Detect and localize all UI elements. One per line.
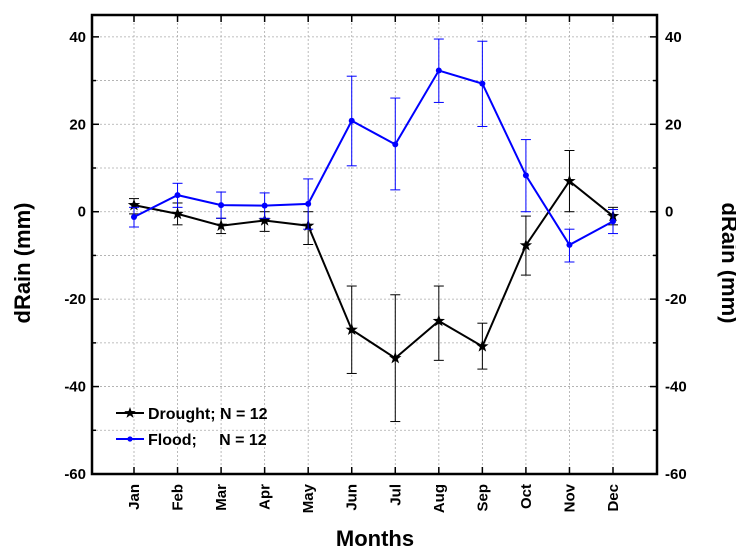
data-point bbox=[389, 351, 402, 364]
legend-marker-drought bbox=[124, 407, 136, 418]
legend: Drought; N = 12 Flood; N = 12 bbox=[116, 406, 268, 449]
series-layer bbox=[127, 38, 620, 423]
x-tick-label: Feb bbox=[170, 484, 187, 511]
x-tick-label: Jan bbox=[126, 484, 143, 510]
y-tick-label-right: -60 bbox=[665, 466, 687, 483]
x-tick-label: Sep bbox=[474, 484, 491, 512]
x-tick-label: Mar bbox=[213, 484, 230, 511]
legend-item-flood: Flood; N = 12 bbox=[116, 432, 267, 449]
data-point bbox=[563, 174, 576, 187]
data-point bbox=[218, 202, 225, 209]
x-tick-label: May bbox=[300, 483, 317, 513]
legend-item-drought: Drought; N = 12 bbox=[116, 406, 268, 423]
x-tick-label: Jun bbox=[344, 484, 361, 511]
y-axis-title-right: dRain (mm) bbox=[717, 203, 736, 324]
data-point bbox=[432, 314, 445, 327]
y-tick-label-right: -40 bbox=[665, 379, 687, 396]
x-tick-label: Jul bbox=[387, 484, 404, 506]
series-line bbox=[133, 69, 614, 247]
data-point bbox=[261, 202, 268, 209]
x-axis-title: Months bbox=[336, 526, 414, 548]
data-point bbox=[258, 213, 271, 226]
data-point bbox=[174, 192, 181, 199]
data-point bbox=[476, 339, 489, 352]
x-tick-label: Dec bbox=[605, 484, 622, 512]
legend-label-flood: Flood; N = 12 bbox=[148, 432, 267, 449]
y-axis-title-left: dRain (mm) bbox=[10, 203, 35, 324]
series-drought bbox=[127, 150, 620, 423]
y-tick-label-left: -40 bbox=[64, 379, 86, 396]
y-tick-label-right: 40 bbox=[665, 29, 682, 46]
tick-labels: Jan Feb Mar Apr May Jun Jul Aug Sep Oct Nov Dec -60 -… bbox=[64, 29, 686, 513]
y-tick-label-left: 20 bbox=[69, 116, 86, 133]
ticks bbox=[92, 15, 657, 474]
y-tick-label-right: -20 bbox=[665, 291, 687, 308]
x-tick-label: Apr bbox=[257, 484, 274, 510]
data-point bbox=[171, 207, 184, 220]
series-flood bbox=[129, 38, 618, 263]
series-line bbox=[133, 179, 614, 360]
data-point bbox=[214, 219, 228, 231]
data-point bbox=[305, 200, 312, 207]
y-tick-label-right: 20 bbox=[665, 116, 682, 133]
data-point bbox=[392, 141, 399, 148]
y-tick-label-left: 0 bbox=[78, 204, 86, 221]
y-tick-label-right: 0 bbox=[665, 204, 673, 221]
x-tick-label: Nov bbox=[561, 483, 578, 512]
data-point bbox=[522, 172, 529, 179]
data-point bbox=[610, 218, 616, 225]
y-tick-label-left: -60 bbox=[64, 466, 86, 483]
x-tick-label: Oct bbox=[518, 484, 535, 509]
data-point bbox=[479, 80, 486, 87]
data-point bbox=[345, 323, 358, 335]
data-point bbox=[348, 117, 355, 124]
legend-label-drought: Drought; N = 12 bbox=[148, 406, 268, 423]
data-point bbox=[566, 241, 573, 248]
data-point bbox=[127, 198, 141, 211]
y-tick-label-left: -20 bbox=[64, 291, 86, 308]
data-point bbox=[519, 238, 533, 251]
data-point bbox=[131, 213, 137, 220]
y-tick-label-left: 40 bbox=[69, 29, 86, 46]
plot-frame bbox=[90, 13, 659, 476]
legend-marker-flood bbox=[127, 436, 133, 442]
data-point bbox=[435, 67, 442, 74]
x-tick-label: Aug bbox=[431, 484, 448, 513]
